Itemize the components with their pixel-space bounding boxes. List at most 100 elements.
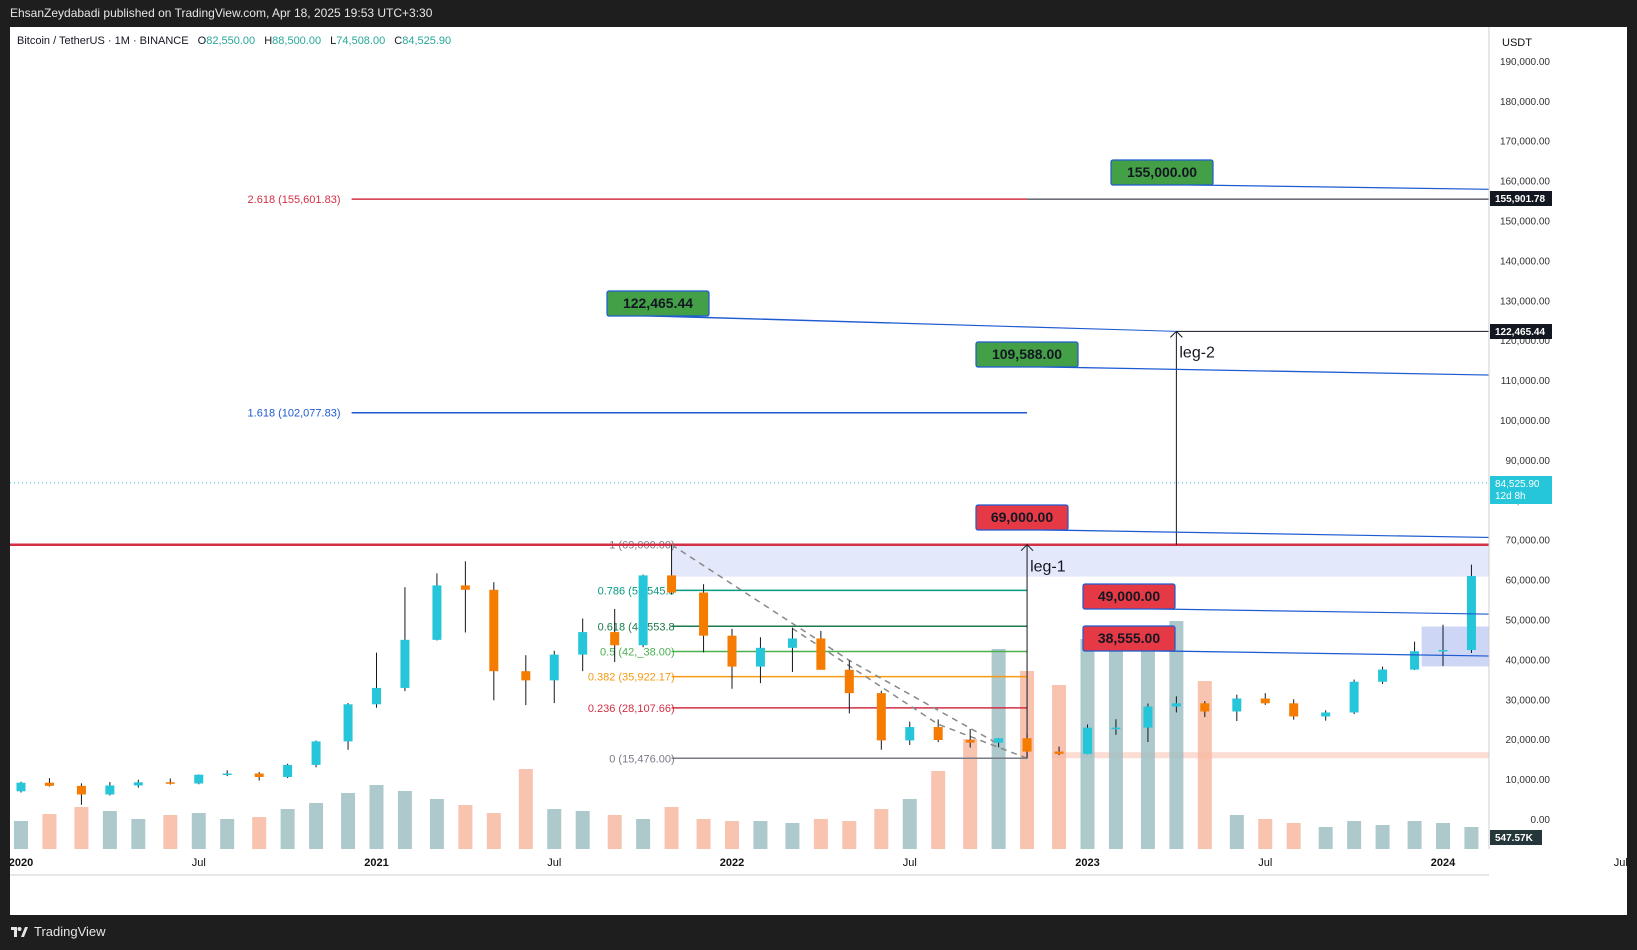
- candle-body: [965, 740, 975, 743]
- time-tick-label: Jul: [1614, 857, 1627, 869]
- fib-label: 1.618 (102,077.83): [248, 408, 341, 420]
- fib-label: 0.382 (35,922.17): [588, 672, 675, 684]
- volume-bar: [191, 813, 206, 849]
- volume-bar: [547, 809, 562, 849]
- tag-122465: 122,465.44: [1490, 324, 1552, 339]
- price-tick-label: 10,000.00: [1506, 775, 1551, 786]
- leg1-arrow-head: [1020, 543, 1034, 552]
- fib-label: 0.786 (57,545.8: [598, 585, 675, 597]
- candle-body: [1438, 650, 1448, 652]
- candle-body: [489, 589, 499, 672]
- callout-text: 49,000.00: [1098, 588, 1160, 604]
- fib-label: 0 (15,476.00): [609, 753, 674, 765]
- volume-bar: [1229, 815, 1244, 849]
- price-tick-label: 110,000.00: [1501, 376, 1551, 387]
- candle-body: [254, 773, 264, 777]
- candle-body: [787, 638, 797, 648]
- volume-tag-text: 547.57K: [1495, 833, 1534, 844]
- price-callout-box_122465[interactable]: 122,465.44: [606, 290, 1177, 332]
- price-tick-label: 20,000.00: [1506, 735, 1551, 746]
- legend-o-label: O: [198, 35, 207, 47]
- candle-body: [1022, 738, 1032, 752]
- volume-bar: [280, 809, 295, 849]
- candle-body: [1200, 703, 1210, 712]
- candle-body: [372, 687, 381, 705]
- candle-body: [222, 773, 232, 776]
- price-ticks: 190,000.00 180,000.00 170,000.00 160,000.00…: [1500, 57, 1550, 826]
- volume-bar: [785, 823, 800, 849]
- price-callout-box_109588[interactable]: 109,588.00: [975, 341, 1627, 383]
- currency-label: USDT: [1502, 37, 1532, 49]
- time-tick-label: 2023: [1075, 857, 1099, 869]
- candle-body: [876, 693, 886, 741]
- candle-body: [521, 671, 531, 681]
- volume-bar: [1108, 649, 1123, 849]
- candle-body: [1083, 727, 1092, 754]
- legend-c-label: C: [394, 35, 402, 47]
- legend-h-value: 88,500.00: [272, 35, 321, 47]
- volume-layer: [14, 621, 1627, 849]
- volume-bar: [575, 811, 590, 849]
- price-tick-label: 40,000.00: [1506, 655, 1551, 666]
- callout-text: 122,465.44: [623, 295, 693, 311]
- price-tick-label: 0.00: [1531, 815, 1551, 826]
- chart-svg[interactable]: 2.618 (155,601.83)1.618 (102,077.83)1 (6…: [10, 27, 1627, 915]
- time-tick-label: 2024: [1431, 857, 1456, 869]
- volume-bar: [131, 819, 146, 849]
- callout-box: [1082, 583, 1176, 610]
- price-callout-box_69000[interactable]: 69,000.00: [975, 504, 1627, 545]
- candle-body: [699, 592, 709, 636]
- volume-bar: [696, 819, 711, 849]
- time-tick-label: Jul: [192, 857, 206, 869]
- candle-body: [16, 782, 26, 792]
- price-axis[interactable]: USDT 190,000.00 180,000.00 170,000.00 160,0…: [1488, 27, 1627, 875]
- volume-bar: [163, 815, 178, 849]
- time-tick-label: 2020: [10, 857, 33, 869]
- candle-body: [667, 575, 677, 593]
- chart-frame[interactable]: 2.618 (155,601.83)1.618 (102,077.83)1 (6…: [10, 27, 1627, 915]
- candle-body: [44, 782, 54, 786]
- volume-bar: [341, 793, 356, 849]
- tag-155901-text: 155,901.78: [1495, 194, 1545, 205]
- volume-bar: [636, 819, 651, 849]
- volume-bar: [813, 819, 828, 849]
- price-tick-label: 120,000.00: [1500, 336, 1550, 347]
- candle-body: [578, 632, 588, 655]
- price-axis-bg: [1489, 27, 1627, 861]
- candle-body: [1466, 576, 1476, 651]
- time-axis[interactable]: 2020Jul2021Jul2022Jul2023Jul2024Jul2025J…: [10, 849, 1627, 876]
- candle-body: [1321, 712, 1331, 717]
- volume-bar: [397, 791, 412, 849]
- candle-body: [610, 632, 620, 646]
- candle-body: [1349, 681, 1359, 713]
- volume-bar: [664, 807, 679, 849]
- callout-text: 155,000.00: [1127, 164, 1197, 180]
- tradingview-logo[interactable]: TradingView: [10, 924, 106, 939]
- candle-body: [343, 704, 353, 742]
- time-tick-label: Jul: [1258, 857, 1272, 869]
- price-tick-label: 130,000.00: [1500, 296, 1550, 307]
- volume-bar: [991, 649, 1006, 849]
- candle-body: [844, 669, 854, 694]
- volume-bar: [931, 771, 946, 849]
- price-tick-label: 100,000.00: [1500, 416, 1550, 427]
- candle-body: [76, 785, 86, 795]
- tag-122465-text: 122,465.44: [1495, 327, 1545, 338]
- candle-body: [727, 635, 737, 667]
- publish-header: EhsanZeydabadi published on TradingView.…: [0, 0, 1637, 27]
- volume-bar: [458, 805, 473, 849]
- time-tick-label: Jul: [547, 857, 561, 869]
- candle-body: [400, 639, 410, 688]
- drawing-lines-layer: [10, 198, 1489, 759]
- callout-box: [1110, 159, 1214, 186]
- legend-l-label: L: [330, 35, 336, 47]
- price-callout-box_155000[interactable]: 155,000.00: [1110, 159, 1627, 199]
- volume-bar: [1169, 621, 1184, 849]
- candle-body: [1260, 698, 1270, 704]
- volume-bar: [1464, 827, 1479, 849]
- symbol-legend: Bitcoin / TetherUS · 1M · BINANCE O82,55…: [17, 35, 451, 47]
- price-tick-label: 50,000.00: [1506, 616, 1551, 627]
- volume-bar: [1020, 671, 1035, 849]
- price-tick-label: 30,000.00: [1506, 695, 1551, 706]
- volume-bar: [42, 814, 57, 849]
